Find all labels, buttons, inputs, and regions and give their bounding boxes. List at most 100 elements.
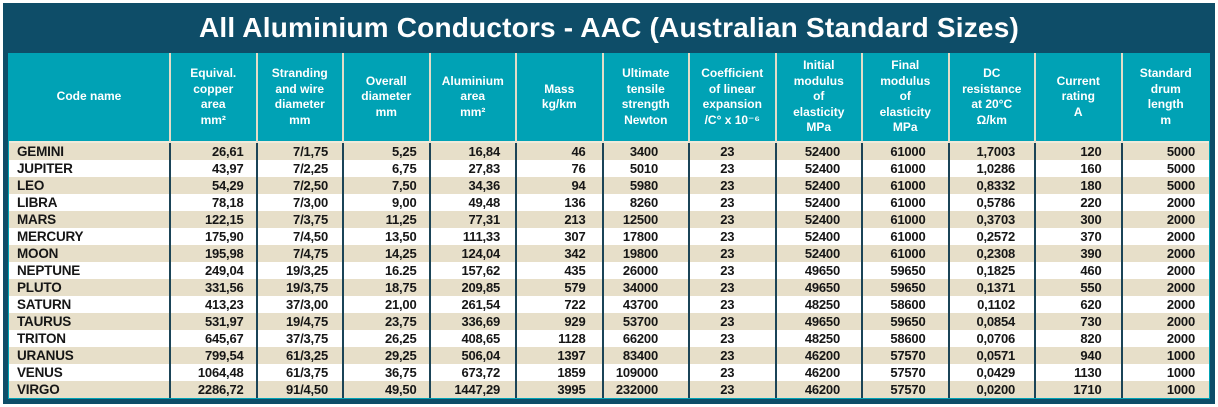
cell-current-rating: 160 bbox=[1036, 160, 1123, 177]
cell-final-modulus: 57570 bbox=[863, 347, 950, 364]
cell-ultimate-tensile: 66200 bbox=[603, 330, 690, 347]
table-row: SATURN 413,23 37/3,00 21,00 261,54 722 43700 23… bbox=[9, 296, 1209, 313]
table-row: NEPTUNE 249,04 19/3,25 16.25 157,62 435 26000 2… bbox=[9, 262, 1209, 279]
cell-ultimate-tensile: 19800 bbox=[603, 245, 690, 262]
cell-dc-resistance: 0,2308 bbox=[949, 245, 1036, 262]
conductor-table: Code name Equival. copper area mm² Stranding a… bbox=[9, 53, 1209, 398]
cell-ultimate-tensile: 53700 bbox=[603, 313, 690, 330]
cell-coeff-expansion: 23 bbox=[690, 177, 777, 194]
cell-initial-modulus: 48250 bbox=[776, 296, 863, 313]
cell-aluminium-area: 34,36 bbox=[430, 177, 517, 194]
table-row: VENUS 1064,48 61/3,75 36,75 673,72 1859 109000… bbox=[9, 364, 1209, 381]
cell-initial-modulus: 52400 bbox=[776, 143, 863, 160]
cell-code-name: SATURN bbox=[9, 296, 171, 313]
cell-equiv-copper-area: 413,23 bbox=[171, 296, 258, 313]
cell-code-name: URANUS bbox=[9, 347, 171, 364]
cell-overall-diameter: 7,50 bbox=[344, 177, 431, 194]
cell-drum-length: 1000 bbox=[1122, 381, 1209, 398]
cell-aluminium-area: 111,33 bbox=[430, 228, 517, 245]
cell-current-rating: 730 bbox=[1036, 313, 1123, 330]
cell-dc-resistance: 1,0286 bbox=[949, 160, 1036, 177]
cell-final-modulus: 61000 bbox=[863, 177, 950, 194]
cell-overall-diameter: 49,50 bbox=[344, 381, 431, 398]
cell-coeff-expansion: 23 bbox=[690, 330, 777, 347]
table-row: GEMINI 26,61 7/1,75 5,25 16,84 46 3400 23 52400 6… bbox=[9, 143, 1209, 160]
cell-drum-length: 2000 bbox=[1122, 245, 1209, 262]
cell-ultimate-tensile: 12500 bbox=[603, 211, 690, 228]
cell-overall-diameter: 21,00 bbox=[344, 296, 431, 313]
cell-aluminium-area: 336,69 bbox=[430, 313, 517, 330]
cell-drum-length: 2000 bbox=[1122, 194, 1209, 211]
cell-mass: 46 bbox=[517, 143, 604, 160]
cell-current-rating: 390 bbox=[1036, 245, 1123, 262]
cell-coeff-expansion: 23 bbox=[690, 347, 777, 364]
cell-ultimate-tensile: 34000 bbox=[603, 279, 690, 296]
cell-aluminium-area: 157,62 bbox=[430, 262, 517, 279]
cell-dc-resistance: 0,5786 bbox=[949, 194, 1036, 211]
cell-code-name: MERCURY bbox=[9, 228, 171, 245]
cell-coeff-expansion: 23 bbox=[690, 245, 777, 262]
cell-equiv-copper-area: 249,04 bbox=[171, 262, 258, 279]
cell-coeff-expansion: 23 bbox=[690, 194, 777, 211]
table-row: LIBRA 78,18 7/3,00 9,00 49,48 136 8260 23 52400 6… bbox=[9, 194, 1209, 211]
cell-code-name: GEMINI bbox=[9, 143, 171, 160]
cell-overall-diameter: 14,25 bbox=[344, 245, 431, 262]
column-header-final-modulus: Final modulus of elasticity MPa bbox=[863, 53, 950, 143]
cell-overall-diameter: 6,75 bbox=[344, 160, 431, 177]
cell-code-name: VENUS bbox=[9, 364, 171, 381]
cell-equiv-copper-area: 331,56 bbox=[171, 279, 258, 296]
cell-mass: 929 bbox=[517, 313, 604, 330]
cell-mass: 76 bbox=[517, 160, 604, 177]
cell-code-name: MARS bbox=[9, 211, 171, 228]
cell-aluminium-area: 209,85 bbox=[430, 279, 517, 296]
cell-equiv-copper-area: 799,54 bbox=[171, 347, 258, 364]
cell-aluminium-area: 49,48 bbox=[430, 194, 517, 211]
cell-aluminium-area: 77,31 bbox=[430, 211, 517, 228]
table-row: JUPITER 43,97 7/2,25 6,75 27,83 76 5010 23 52400… bbox=[9, 160, 1209, 177]
table-row: LEO 54,29 7/2,50 7,50 34,36 94 5980 23 52400 6100… bbox=[9, 177, 1209, 194]
cell-stranding-wire-dia: 19/4,75 bbox=[257, 313, 344, 330]
cell-aluminium-area: 673,72 bbox=[430, 364, 517, 381]
cell-aluminium-area: 16,84 bbox=[430, 143, 517, 160]
cell-equiv-copper-area: 54,29 bbox=[171, 177, 258, 194]
cell-equiv-copper-area: 1064,48 bbox=[171, 364, 258, 381]
cell-current-rating: 220 bbox=[1036, 194, 1123, 211]
cell-code-name: JUPITER bbox=[9, 160, 171, 177]
page-title: All Aluminium Conductors - AAC (Australi… bbox=[198, 12, 1020, 43]
cell-equiv-copper-area: 2286,72 bbox=[171, 381, 258, 398]
cell-overall-diameter: 26,25 bbox=[344, 330, 431, 347]
cell-initial-modulus: 52400 bbox=[776, 194, 863, 211]
cell-final-modulus: 57570 bbox=[863, 381, 950, 398]
table-row: PLUTO 331,56 19/3,75 18,75 209,85 579 34000 23 4… bbox=[9, 279, 1209, 296]
cell-dc-resistance: 0,1825 bbox=[949, 262, 1036, 279]
cell-overall-diameter: 18,75 bbox=[344, 279, 431, 296]
cell-current-rating: 620 bbox=[1036, 296, 1123, 313]
cell-drum-length: 5000 bbox=[1122, 143, 1209, 160]
cell-initial-modulus: 49650 bbox=[776, 262, 863, 279]
cell-ultimate-tensile: 109000 bbox=[603, 364, 690, 381]
table-header: Code name Equival. copper area mm² Stranding a… bbox=[9, 53, 1209, 143]
cell-stranding-wire-dia: 37/3,00 bbox=[257, 296, 344, 313]
cell-drum-length: 2000 bbox=[1122, 211, 1209, 228]
column-header-initial-modulus: Initial modulus of elasticity MPa bbox=[776, 53, 863, 143]
cell-final-modulus: 61000 bbox=[863, 143, 950, 160]
table-row: MOON 195,98 7/4,75 14,25 124,04 342 19800 23 524… bbox=[9, 245, 1209, 262]
cell-equiv-copper-area: 43,97 bbox=[171, 160, 258, 177]
cell-overall-diameter: 16.25 bbox=[344, 262, 431, 279]
cell-stranding-wire-dia: 19/3,25 bbox=[257, 262, 344, 279]
column-header-mass: Mass kg/km bbox=[517, 53, 604, 143]
cell-mass: 579 bbox=[517, 279, 604, 296]
cell-mass: 722 bbox=[517, 296, 604, 313]
column-header-current-rating: Current rating A bbox=[1036, 53, 1123, 143]
cell-final-modulus: 59650 bbox=[863, 279, 950, 296]
cell-stranding-wire-dia: 7/3,00 bbox=[257, 194, 344, 211]
cell-equiv-copper-area: 78,18 bbox=[171, 194, 258, 211]
cell-coeff-expansion: 23 bbox=[690, 211, 777, 228]
cell-aluminium-area: 408,65 bbox=[430, 330, 517, 347]
cell-current-rating: 940 bbox=[1036, 347, 1123, 364]
cell-coeff-expansion: 23 bbox=[690, 279, 777, 296]
cell-stranding-wire-dia: 7/3,75 bbox=[257, 211, 344, 228]
cell-stranding-wire-dia: 7/4,50 bbox=[257, 228, 344, 245]
cell-initial-modulus: 52400 bbox=[776, 177, 863, 194]
cell-dc-resistance: 0,2572 bbox=[949, 228, 1036, 245]
